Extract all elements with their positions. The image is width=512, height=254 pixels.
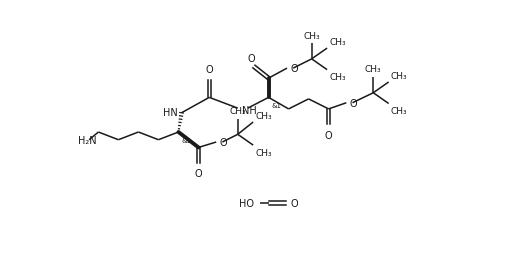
Text: O: O xyxy=(325,130,332,140)
Text: O: O xyxy=(247,54,254,64)
Text: HN: HN xyxy=(163,107,178,118)
Text: O: O xyxy=(290,64,298,74)
Text: HO: HO xyxy=(239,198,254,208)
Text: &1: &1 xyxy=(272,103,282,108)
Text: CH₃: CH₃ xyxy=(329,73,346,82)
Text: &1: &1 xyxy=(182,137,191,143)
Text: CH₃: CH₃ xyxy=(329,38,346,46)
Text: O: O xyxy=(219,137,227,147)
Text: O: O xyxy=(291,198,298,208)
Text: O: O xyxy=(205,65,213,75)
Text: CH₃: CH₃ xyxy=(255,149,272,157)
Text: CH₃: CH₃ xyxy=(365,65,381,74)
Text: CH₃: CH₃ xyxy=(229,107,246,116)
Text: CH₃: CH₃ xyxy=(391,71,408,80)
Text: O: O xyxy=(349,98,357,108)
Text: H₂N: H₂N xyxy=(78,135,97,145)
Text: CH₃: CH₃ xyxy=(255,111,272,120)
Text: NH: NH xyxy=(242,105,257,115)
Text: O: O xyxy=(195,169,202,179)
Text: CH₃: CH₃ xyxy=(391,106,408,115)
Text: CH₃: CH₃ xyxy=(304,31,320,40)
